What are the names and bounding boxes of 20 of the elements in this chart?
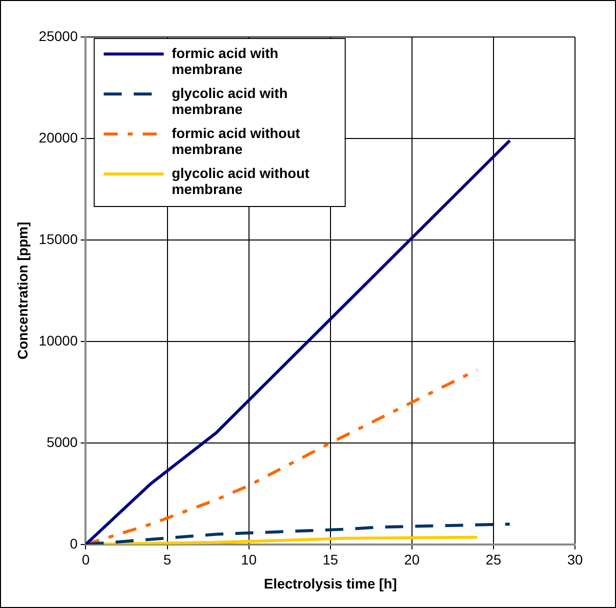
x-tick-label: 0 bbox=[82, 552, 90, 568]
x-tick-label: 5 bbox=[163, 552, 172, 568]
legend-label: glycolic acid with membrane bbox=[172, 84, 288, 117]
x-tick-label: 20 bbox=[404, 552, 420, 568]
legend-label: glycolic acid without membrane bbox=[172, 164, 310, 197]
x-tick-label: 25 bbox=[486, 552, 502, 568]
y-tick-label: 20000 bbox=[38, 129, 78, 146]
x-tick-label: 30 bbox=[567, 552, 583, 568]
y-axis-title: Concentration [ppm] bbox=[14, 222, 30, 360]
y-tick-label: 0 bbox=[70, 535, 78, 552]
line-series bbox=[86, 522, 512, 544]
y-tick-label: 25000 bbox=[38, 28, 78, 44]
y-tick-label: 15000 bbox=[38, 230, 78, 247]
y-tick-label: 10000 bbox=[38, 332, 78, 348]
x-axis-title: Electrolysis time [h] bbox=[264, 575, 397, 592]
y-tick-label: 5000 bbox=[46, 434, 78, 450]
x-tick-label: 15 bbox=[322, 552, 338, 568]
x-tick-label: 10 bbox=[241, 552, 257, 568]
legend-label: formic acid without membrane bbox=[172, 124, 300, 157]
legend-label: formic acid with membrane bbox=[172, 44, 278, 77]
